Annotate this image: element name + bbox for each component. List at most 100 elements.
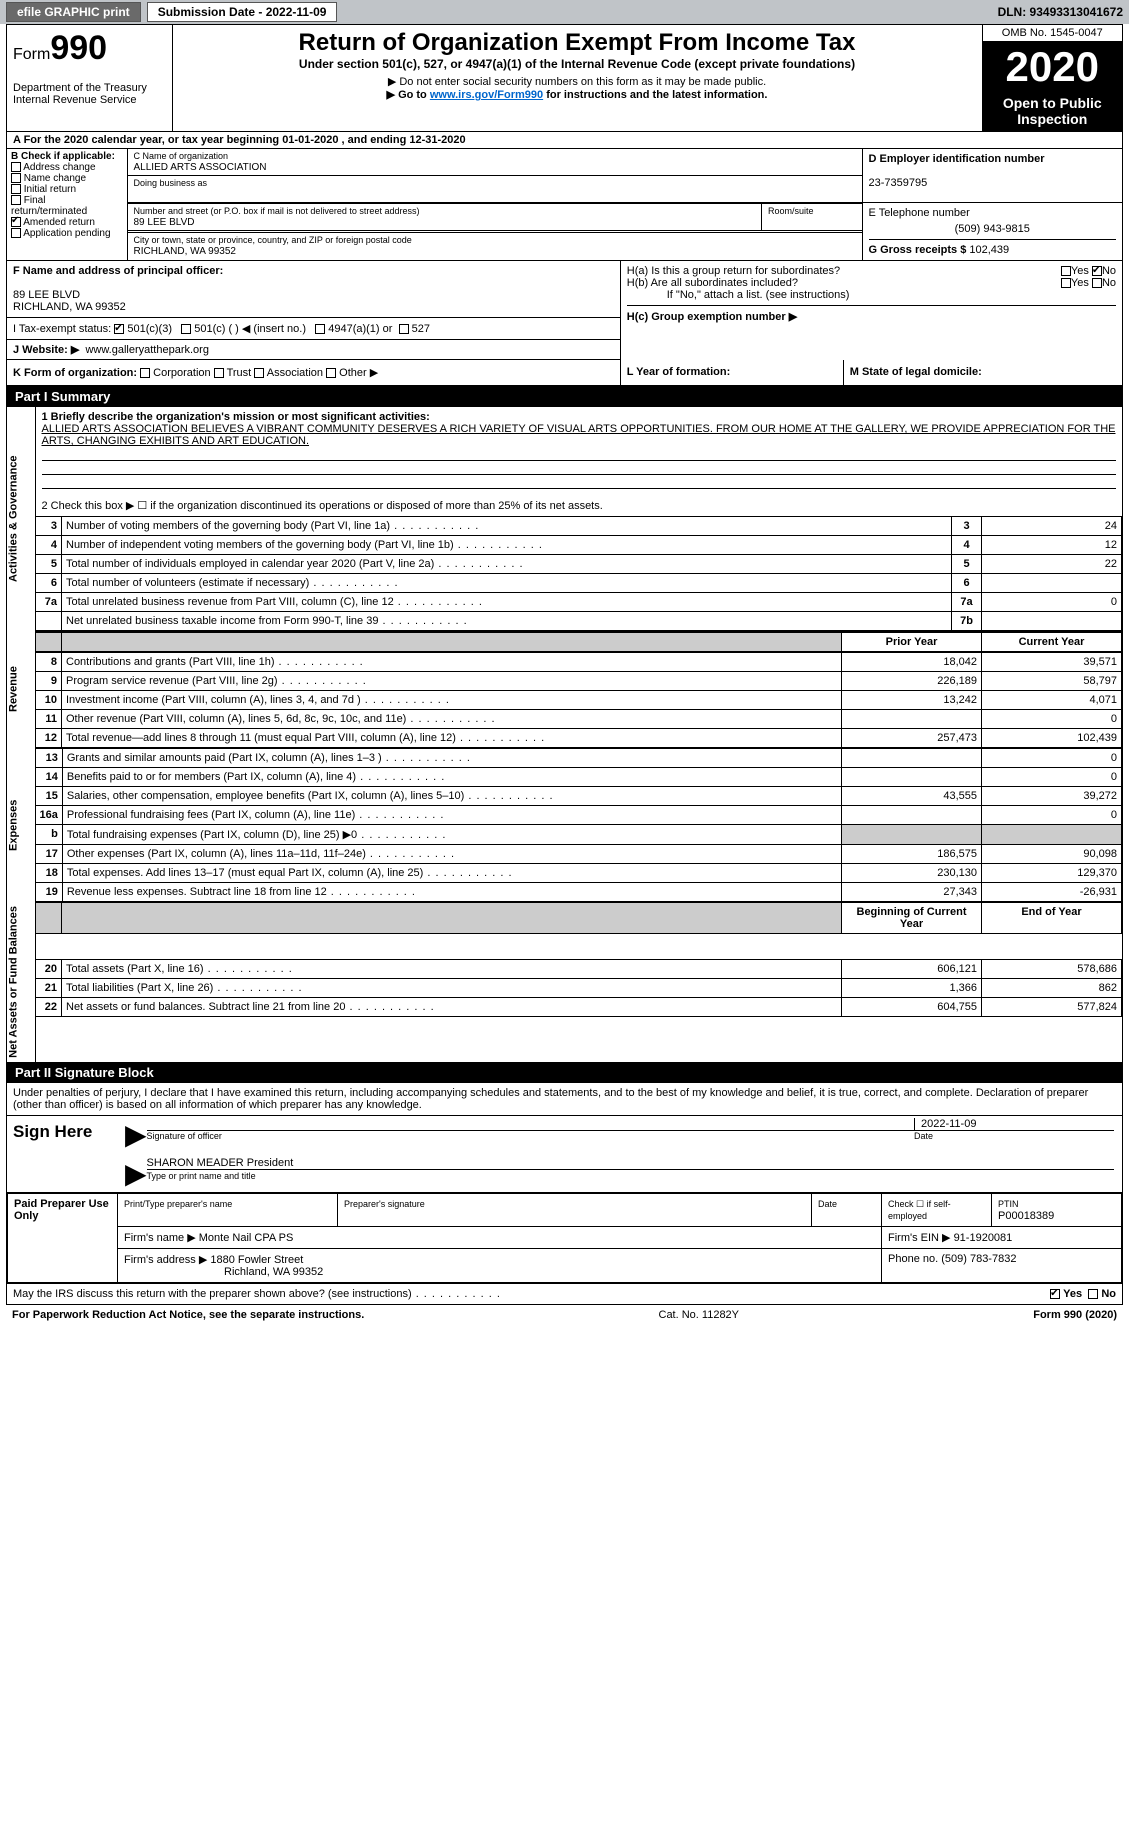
q2: 2 Check this box ▶ ☐ if the organization… — [42, 499, 1117, 512]
city: RICHLAND, WA 99352 — [134, 246, 236, 257]
firm-phone-lbl: Phone no. — [888, 1253, 938, 1265]
irs-label: Internal Revenue Service — [13, 94, 166, 106]
website: www.galleryatthepark.org — [85, 344, 209, 356]
h-b: H(b) Are all subordinates included? — [627, 277, 798, 289]
street: 89 LEE BLVD — [134, 217, 195, 228]
chk-amended[interactable] — [11, 217, 21, 227]
sig-of-lbl: Signature of officer — [147, 1131, 914, 1141]
i-o1: 501(c)(3) — [127, 323, 172, 335]
i-501c[interactable] — [181, 324, 191, 334]
h-c: H(c) Group exemption number ▶ — [627, 311, 797, 323]
col-boy: Beginning of Current Year — [842, 903, 982, 934]
lbl-name: Name change — [24, 173, 86, 184]
room-lbl: Room/suite — [768, 206, 814, 216]
k-o1: Trust — [227, 367, 252, 379]
form-subtitle: Under section 501(c), 527, or 4947(a)(1)… — [183, 57, 972, 71]
side-expenses: Expenses — [7, 748, 35, 902]
dba-lbl: Doing business as — [134, 178, 208, 188]
pra-notice: For Paperwork Reduction Act Notice, see … — [12, 1309, 364, 1321]
k-assoc[interactable] — [254, 368, 264, 378]
lbl-amended: Amended return — [23, 217, 95, 228]
k-o2: Association — [267, 367, 323, 379]
chk-initial[interactable] — [11, 184, 21, 194]
ptin: P00018389 — [998, 1210, 1054, 1222]
lbl-initial: Initial return — [24, 184, 76, 195]
officer-addr2: RICHLAND, WA 99352 — [13, 301, 126, 313]
i-lbl: I Tax-exempt status: — [13, 323, 111, 335]
side-net: Net Assets or Fund Balances — [7, 902, 35, 1062]
note-goto-post: for instructions and the latest informat… — [543, 89, 767, 101]
type-name-lbl: Type or print name and title — [147, 1171, 256, 1181]
m-lbl: M State of legal domicile: — [850, 366, 982, 378]
phone: (509) 943-9815 — [869, 223, 1117, 235]
street-lbl: Number and street (or P.O. box if mail i… — [134, 206, 420, 216]
block-b-head: B Check if applicable: — [11, 151, 115, 162]
omb-number: OMB No. 1545-0047 — [983, 25, 1123, 42]
dln: DLN: 93493313041672 — [998, 5, 1123, 19]
col-cy: Current Year — [982, 632, 1122, 652]
q1-lbl: 1 Briefly describe the organization's mi… — [42, 411, 430, 423]
g-lbl: G Gross receipts $ — [869, 244, 967, 256]
efile-button[interactable]: efile GRAPHIC print — [6, 2, 141, 22]
k-other[interactable] — [326, 368, 336, 378]
form-title: Return of Organization Exempt From Incom… — [183, 29, 972, 57]
officer-addr1: 89 LEE BLVD — [13, 289, 80, 301]
note-goto-pre: ▶ Go to — [387, 89, 430, 101]
part1-header: Part I Summary — [7, 386, 1122, 407]
hb-yes[interactable] — [1061, 278, 1071, 288]
discuss-yes[interactable] — [1050, 1289, 1060, 1299]
i-4947[interactable] — [315, 324, 325, 334]
ha-no[interactable] — [1092, 266, 1102, 276]
firm-addr-lbl: Firm's address ▶ — [124, 1254, 207, 1266]
firm-ein-lbl: Firm's EIN ▶ — [888, 1232, 951, 1244]
side-activities: Activities & Governance — [7, 407, 35, 631]
chk-address[interactable] — [11, 162, 21, 172]
ha-yes[interactable] — [1061, 266, 1071, 276]
chk-name[interactable] — [11, 173, 21, 183]
discuss-q: May the IRS discuss this return with the… — [13, 1288, 501, 1300]
sign-here: Sign Here — [7, 1116, 117, 1193]
k-o0: Corporation — [153, 367, 210, 379]
cat-no: Cat. No. 11282Y — [659, 1309, 740, 1321]
i-o4: 527 — [412, 323, 430, 335]
pp-name-lbl: Print/Type preparer's name — [124, 1199, 232, 1209]
ein: 23-7359795 — [869, 177, 928, 189]
submission-date: Submission Date - 2022-11-09 — [147, 2, 338, 22]
k-o3: Other ▶ — [339, 367, 378, 379]
firm-addr1: 1880 Fowler Street — [210, 1254, 303, 1266]
h-note: If "No," attach a list. (see instruction… — [627, 289, 1116, 301]
firm-addr2: Richland, WA 99352 — [124, 1266, 323, 1278]
irs-link[interactable]: www.irs.gov/Form990 — [430, 89, 543, 101]
k-corp[interactable] — [140, 368, 150, 378]
sig-intro: Under penalties of perjury, I declare th… — [7, 1083, 1122, 1116]
k-trust[interactable] — [214, 368, 224, 378]
lbl-address: Address change — [23, 162, 95, 173]
d-ein-lbl: D Employer identification number — [869, 153, 1045, 165]
open-to-public: Open to Public Inspection — [983, 91, 1123, 131]
side-revenue: Revenue — [7, 631, 35, 748]
chk-final[interactable] — [11, 195, 21, 205]
yes-lbl: Yes — [1063, 1288, 1082, 1300]
i-527[interactable] — [399, 324, 409, 334]
sig-date-val: 2022-11-09 — [914, 1118, 1114, 1130]
officer-name: SHARON MEADER President — [147, 1157, 294, 1169]
i-501c3[interactable] — [114, 324, 124, 334]
pp-date-lbl: Date — [818, 1199, 837, 1209]
hb-no[interactable] — [1092, 278, 1102, 288]
paid-preparer: Paid Preparer Use Only — [8, 1193, 118, 1282]
mission-text: ALLIED ARTS ASSOCIATION BELIEVES A VIBRA… — [42, 423, 1117, 447]
form-footer: Form 990 (2020) — [1033, 1309, 1117, 1321]
firm-ein: 91-1920081 — [954, 1232, 1013, 1244]
e-phone-lbl: E Telephone number — [869, 207, 970, 219]
discuss-no[interactable] — [1088, 1289, 1098, 1299]
note-ssn: ▶ Do not enter social security numbers o… — [183, 75, 972, 88]
i-o2: 501(c) ( ) ◀ (insert no.) — [194, 323, 306, 335]
col-py: Prior Year — [842, 632, 982, 652]
firm-name-lbl: Firm's name ▶ — [124, 1232, 196, 1244]
c-name-lbl: C Name of organization — [134, 151, 229, 161]
chk-pending[interactable] — [11, 228, 21, 238]
no-lbl: No — [1101, 1288, 1116, 1300]
form-prefix: Form — [13, 46, 50, 63]
i-o3: 4947(a)(1) or — [328, 323, 392, 335]
j-lbl: J Website: ▶ — [13, 344, 79, 356]
